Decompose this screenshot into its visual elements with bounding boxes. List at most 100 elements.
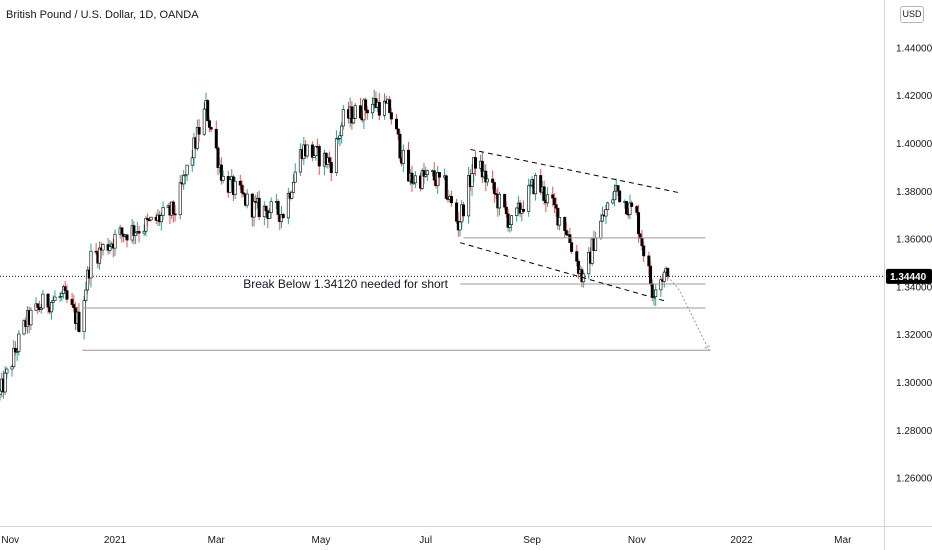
candle-body [364,99,368,111]
candle-body [654,289,658,297]
candle-body [637,212,641,235]
candle-body [171,201,175,215]
last-price-label: 1.34440 [890,272,927,283]
candle-body [649,265,653,284]
candle-body [484,170,488,183]
candle-body [518,202,522,214]
candle-body [564,230,568,236]
currency-button[interactable]: USD [900,6,924,23]
candle-body [396,128,400,135]
candle-body [504,206,508,215]
candle-body [202,108,206,135]
candle-body [539,175,543,193]
candle-body [3,372,7,393]
candle-body [503,193,507,208]
candle-body [197,127,201,135]
candle-body [134,232,138,236]
candle-body [262,205,266,218]
channel-trendline [470,148,679,193]
candle-body [341,109,345,127]
candle-body [551,194,555,199]
price-tick-label: 1.44000 [896,43,932,54]
candle-body [556,207,560,226]
candle-body [389,112,393,120]
candle-body [425,170,429,176]
candle-body [510,215,514,225]
candle-body [195,127,199,149]
candle-body [662,271,666,282]
candle-body [65,290,69,300]
time-tick-label: Mar [208,535,226,546]
candle-body [178,182,182,216]
candle-body [228,179,232,193]
candle-body [46,293,50,308]
candle-body [86,269,90,291]
candle-body [58,296,62,298]
candle-body [0,390,2,395]
candle-body [238,180,242,186]
candle-body [190,157,194,166]
candle-body [10,366,14,370]
annotation-text: Break Below 1.34120 needed for short [243,277,448,291]
price-tick-label: 1.34000 [896,282,932,293]
candle-body [358,105,362,119]
candle-body [290,191,294,199]
chart-title: British Pound / U.S. Dollar, 1D, OANDA [6,9,199,21]
candle-body [611,199,615,204]
time-tick-label: Nov [1,535,19,546]
candle-body [257,197,261,218]
candle-body [98,247,102,264]
price-axis[interactable]: 1.26000 1.28000 1.30000 1.32000 1.34000 1.360… [886,43,932,485]
candle-body [113,233,117,249]
time-tick-label: Mar [834,535,852,546]
candle-body [492,182,496,194]
candle-body [53,296,57,301]
candle-body [432,170,436,181]
candle-body [214,128,218,149]
candle-body [515,207,519,216]
candle-body [599,220,603,239]
candle-body [659,279,663,291]
candle-body [625,201,629,215]
candle-body [147,219,151,222]
candle-body [388,99,392,113]
price-tick-label: 1.38000 [896,187,932,198]
candle-body [219,164,223,181]
candle-body [558,217,562,226]
candle-body [606,202,610,211]
drawing-layer: Break Below 1.34120 needed for short [82,148,711,352]
candle-body [604,209,608,217]
candle-body [89,250,93,279]
candle-body [63,286,67,291]
candle-body [60,293,64,297]
candle-body [334,138,338,173]
candle-body [467,175,471,217]
candle-body [398,133,402,159]
candle-body [51,300,55,303]
candle-body [616,185,620,192]
time-axis[interactable]: Nov 2021 Mar May Jul Sep Nov 2022 Mar [1,535,852,546]
candle-body [17,333,21,352]
time-tick-label: Jul [419,535,432,546]
candle-body [209,127,213,130]
candle-body [470,173,474,187]
candle-body [455,202,459,222]
candle-body [638,233,642,239]
candle-body [522,209,526,212]
candle-body [340,125,344,137]
candle-body [377,101,381,116]
candle-body [276,201,280,215]
candle-body [436,172,440,187]
candle-body [269,201,273,213]
candle-body [437,172,441,178]
candle-body [600,214,604,222]
candle-body [350,106,354,124]
candle-body [49,302,53,313]
candle-body [159,215,163,223]
candle-body [137,231,141,234]
candle-body [395,118,399,130]
candle-body [305,144,309,157]
candle-body [207,120,211,128]
candle-body [142,230,146,234]
